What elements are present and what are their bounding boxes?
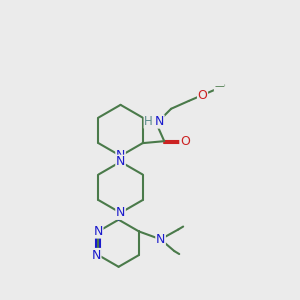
Text: O: O xyxy=(180,135,190,148)
Text: N: N xyxy=(116,206,125,219)
Text: N: N xyxy=(116,155,125,168)
Text: N: N xyxy=(155,115,164,128)
Text: H: H xyxy=(144,115,153,128)
Text: O: O xyxy=(198,88,208,101)
Text: —: — xyxy=(214,81,224,91)
Text: N: N xyxy=(156,233,165,246)
Text: N: N xyxy=(94,225,103,238)
Text: N: N xyxy=(116,149,125,162)
Text: N: N xyxy=(92,248,101,262)
